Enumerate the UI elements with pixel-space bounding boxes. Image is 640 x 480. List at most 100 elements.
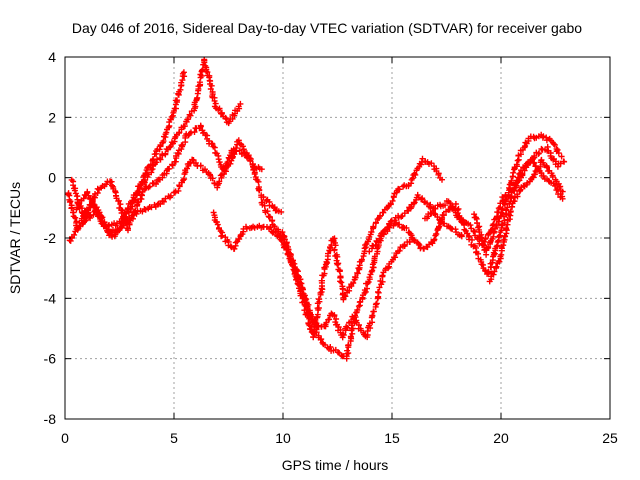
data-point-marker: [271, 204, 285, 215]
series-trace-9: [422, 143, 568, 248]
data-point-marker: [414, 191, 430, 207]
data-point-marker: [155, 161, 176, 183]
x-tick-label: 25: [602, 430, 618, 446]
data-point-marker: [240, 223, 258, 232]
data-point-marker: [538, 156, 556, 179]
data-point-marker: [507, 186, 524, 219]
y-tick-label: -6: [44, 351, 57, 367]
y-axis: -8 -6 -4 -2 0 2 4: [44, 49, 610, 427]
data-point-marker: [538, 131, 553, 144]
data-point-marker: [210, 209, 226, 236]
data-point-marker: [360, 267, 376, 299]
data-point-marker: [504, 156, 522, 201]
data-point-marker: [365, 219, 379, 243]
y-tick-label: -2: [44, 230, 57, 246]
data-point-marker: [385, 187, 401, 210]
data-point-marker: [457, 216, 472, 227]
data-point-marker: [329, 311, 345, 339]
data-point-marker: [419, 155, 435, 167]
data-point-marker: [125, 188, 146, 234]
series-trace-10: [471, 131, 565, 258]
data-point-marker: [473, 249, 491, 276]
data-point-marker: [178, 108, 195, 133]
data-point-marker: [352, 294, 366, 321]
data-point-marker: [107, 178, 130, 232]
data-point-marker: [221, 147, 239, 175]
data-point-marker: [544, 143, 559, 168]
y-tick-label: 4: [48, 49, 56, 65]
data-point-marker: [201, 56, 219, 107]
data-point-marker: [310, 266, 328, 341]
data-point-marker: [324, 344, 339, 354]
x-tick-label: 20: [493, 430, 509, 446]
data-point-marker: [92, 207, 111, 236]
data-point-marker: [230, 228, 247, 252]
data-point-marker: [189, 156, 208, 174]
data-point-marker: [464, 230, 480, 256]
data-point-marker: [471, 211, 488, 254]
data-point-marker: [339, 313, 356, 341]
data-point-marker: [218, 232, 235, 251]
data-series: [65, 56, 568, 362]
data-point-marker: [392, 243, 408, 261]
data-point-marker: [484, 237, 502, 277]
x-axis: 0 5 10 15 20 25: [61, 57, 618, 446]
y-axis-label: SDTVAR / TECUs: [7, 182, 23, 294]
y-tick-label: -4: [44, 290, 57, 306]
data-point-marker: [379, 254, 397, 279]
data-point-marker: [343, 315, 358, 362]
data-point-marker: [329, 235, 347, 301]
data-point-marker: [137, 161, 158, 189]
series-trace-4: [68, 122, 285, 234]
data-point-marker: [406, 229, 424, 252]
data-point-marker: [374, 205, 391, 223]
data-point-marker: [279, 229, 296, 269]
data-point-marker: [197, 122, 216, 147]
data-point-marker: [291, 263, 308, 308]
data-point-marker: [65, 190, 82, 232]
y-tick-label: 2: [48, 109, 56, 125]
data-point-marker: [525, 133, 542, 142]
data-point-marker: [175, 159, 194, 194]
y-tick-label: 0: [48, 170, 56, 186]
data-point-marker: [159, 109, 177, 146]
data-point-marker: [449, 226, 465, 240]
data-point-marker: [153, 146, 171, 166]
data-point-marker: [321, 237, 337, 271]
x-tick-label: 0: [61, 430, 69, 446]
data-point-marker: [370, 272, 386, 315]
data-point-marker: [405, 158, 425, 188]
chart-title: Day 046 of 2016, Sidereal Day-to-day VTE…: [72, 20, 582, 36]
data-point-marker: [493, 195, 510, 229]
data-point-marker: [254, 222, 272, 232]
data-point-marker: [258, 199, 276, 228]
x-tick-label: 5: [170, 430, 178, 446]
series-trace-6: [258, 191, 465, 362]
data-point-marker: [430, 212, 446, 244]
y-tick-label: -8: [44, 411, 57, 427]
data-point-marker: [486, 260, 501, 285]
data-point-marker: [548, 137, 565, 160]
grid: [65, 57, 610, 419]
x-tick-label: 15: [384, 430, 400, 446]
data-point-marker: [210, 143, 227, 172]
data-point-marker: [146, 200, 164, 211]
data-point-marker: [225, 100, 244, 127]
data-point-marker: [445, 198, 463, 221]
data-point-marker: [521, 153, 538, 172]
data-point-marker: [518, 178, 533, 191]
data-point-marker: [122, 184, 143, 221]
data-point-marker: [166, 129, 183, 151]
data-point-marker: [483, 225, 498, 258]
data-point-marker: [533, 145, 549, 157]
data-point-marker: [81, 190, 101, 225]
data-point-marker: [467, 222, 483, 247]
data-point-marker: [554, 158, 568, 170]
data-point-marker: [515, 137, 532, 159]
data-point-marker: [171, 132, 189, 165]
data-point-marker: [340, 274, 359, 303]
data-point-marker: [170, 69, 188, 115]
data-point-marker: [211, 103, 230, 126]
data-point-marker: [183, 125, 203, 139]
data-point-marker: [362, 308, 377, 341]
